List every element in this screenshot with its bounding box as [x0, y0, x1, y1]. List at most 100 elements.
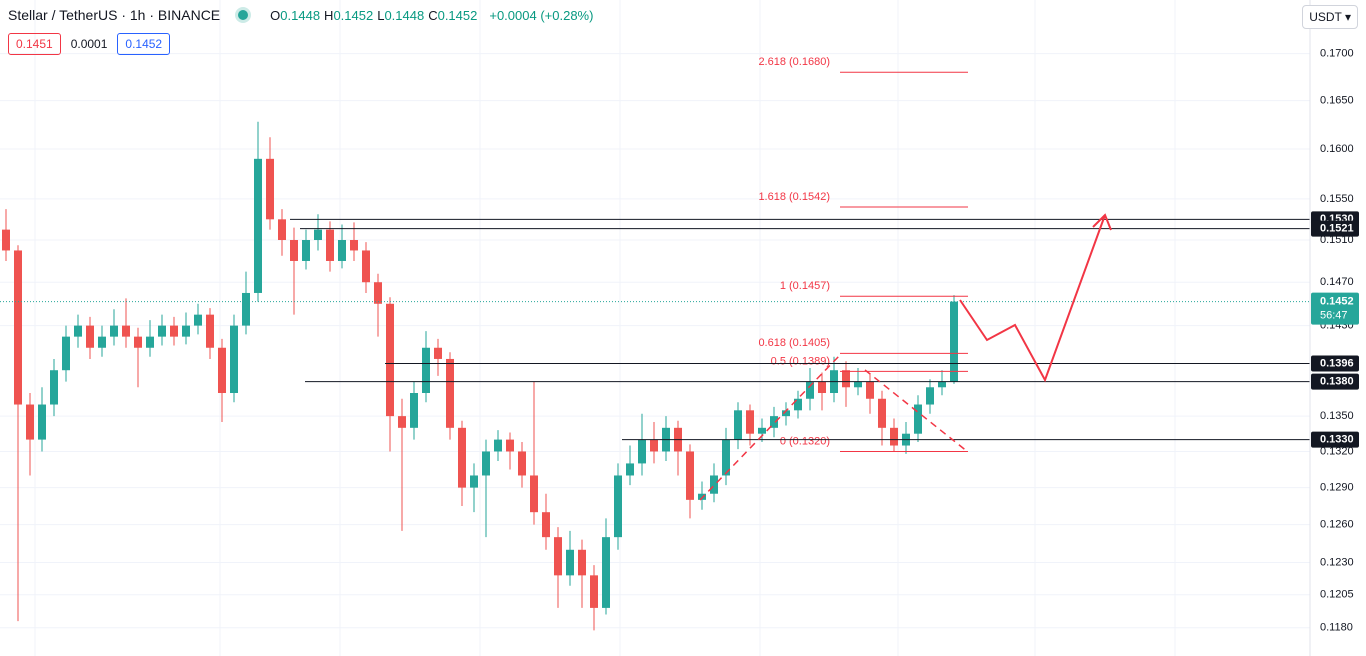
currency-button[interactable]: USDT ▾: [1302, 5, 1358, 29]
candle-body: [626, 463, 634, 476]
price-badge: [1311, 292, 1359, 325]
candle-body: [98, 336, 106, 348]
y-tick-label: 0.1700: [1320, 48, 1354, 60]
y-tick-label: 0.1320: [1320, 445, 1354, 457]
ohlc-label: C: [428, 8, 438, 23]
level-badge: [1311, 373, 1359, 390]
candle-body: [182, 325, 190, 337]
candle-body: [806, 381, 814, 399]
candle-body: [194, 314, 202, 326]
candle-body: [542, 512, 550, 538]
candle-body: [134, 336, 142, 348]
ohlc-value: 0.1452: [333, 8, 374, 23]
ohlc-label: H: [324, 8, 334, 23]
countdown: 56:47: [1320, 310, 1348, 322]
candle-body: [746, 410, 754, 434]
candle-body: [254, 158, 262, 293]
candle-body: [686, 451, 694, 500]
candle-body: [938, 381, 946, 388]
candle-body: [230, 325, 238, 394]
candle-body: [866, 381, 874, 399]
ohlc-item: L0.1448: [377, 8, 424, 23]
level-badge-label: 0.1380: [1320, 375, 1354, 387]
y-tick-label: 0.1600: [1320, 143, 1354, 155]
candle-body: [398, 416, 406, 428]
candle-body: [206, 314, 214, 348]
candle-body: [2, 229, 10, 251]
ohlc-item: H0.1452: [324, 8, 373, 23]
change: +0.0004 (+0.28%): [489, 7, 594, 23]
candle-body: [350, 240, 358, 251]
currency: USDT: [1309, 10, 1342, 24]
candle-body: [506, 439, 514, 452]
candle-body: [566, 549, 574, 576]
candle-body: [38, 404, 46, 440]
candle-body: [362, 250, 370, 283]
candle-body: [278, 219, 286, 241]
ohlc-item: O0.1448: [270, 8, 320, 23]
bid[interactable]: 0.1451: [8, 33, 61, 55]
candle-body: [494, 439, 502, 452]
candle-body: [458, 427, 466, 488]
fib-label: 0 (0.1320): [780, 435, 830, 447]
candle-body: [170, 325, 178, 337]
candle-body: [122, 325, 130, 337]
y-tick-label: 0.1205: [1320, 589, 1354, 601]
candle-body: [290, 240, 298, 261]
y-tick-label: 0.1550: [1320, 193, 1354, 205]
status-dot: [238, 10, 249, 20]
candle-body: [374, 282, 382, 304]
candle-body: [650, 439, 658, 452]
projection-path: [959, 214, 1106, 383]
y-tick-label: 0.1180: [1320, 622, 1353, 634]
price-badge-label: 0.1452: [1320, 296, 1354, 308]
candle-body: [314, 229, 322, 241]
level-badge-label: 0.1330: [1320, 434, 1354, 446]
candle-body: [638, 439, 646, 464]
candle-body: [698, 493, 706, 500]
y-tick-label: 0.1350: [1320, 410, 1354, 422]
projection-arrowhead: [1092, 213, 1112, 231]
title: Stellar / TetherUS · 1h · BINANCE: [8, 7, 221, 23]
fib-label: 0.5 (0.1389): [771, 355, 830, 367]
candle-body: [62, 336, 70, 371]
candle-body: [530, 475, 538, 513]
dashed-trend: [864, 369, 969, 453]
candle-body: [794, 398, 802, 411]
candle-body: [446, 358, 454, 428]
candle-body: [518, 451, 526, 476]
candle-body: [878, 398, 886, 428]
candle-body: [590, 575, 598, 608]
candle-body: [302, 240, 310, 261]
candle-body: [770, 416, 778, 428]
candle-body: [758, 427, 766, 434]
y-tick-label: 0.1510: [1320, 234, 1354, 246]
candle-body: [734, 410, 742, 440]
candle-body: [614, 475, 622, 538]
header: Stellar / TetherUS · 1h · BINANCE O0.144…: [8, 7, 593, 23]
y-tick-label: 0.1470: [1320, 276, 1354, 288]
candle-body: [158, 325, 166, 337]
ask[interactable]: 0.1452: [117, 33, 171, 55]
ohlc-item: C0.1452: [428, 8, 477, 23]
candle-body: [110, 325, 118, 337]
fib-label: 1 (0.1457): [780, 280, 830, 292]
candle-body: [26, 404, 34, 440]
candle-body: [266, 158, 274, 220]
candle-body: [578, 549, 586, 576]
candle-body: [950, 301, 958, 382]
fib-label: 0.618 (0.1405): [758, 337, 830, 349]
candle-body: [326, 229, 334, 261]
fib-label: 2.618 (0.1680): [758, 56, 830, 68]
fib-label: 1.618 (0.1542): [758, 191, 830, 203]
candle-body: [146, 336, 154, 348]
level-badge-label: 0.1521: [1320, 223, 1354, 235]
candle-body: [338, 240, 346, 261]
ohlc-label: L: [377, 8, 385, 23]
candle-body: [434, 347, 442, 359]
bid-ask: 0.1451 0.0001 0.1452: [8, 33, 171, 55]
level-badge: [1311, 355, 1359, 372]
level-badge-label: 0.1396: [1320, 357, 1354, 369]
